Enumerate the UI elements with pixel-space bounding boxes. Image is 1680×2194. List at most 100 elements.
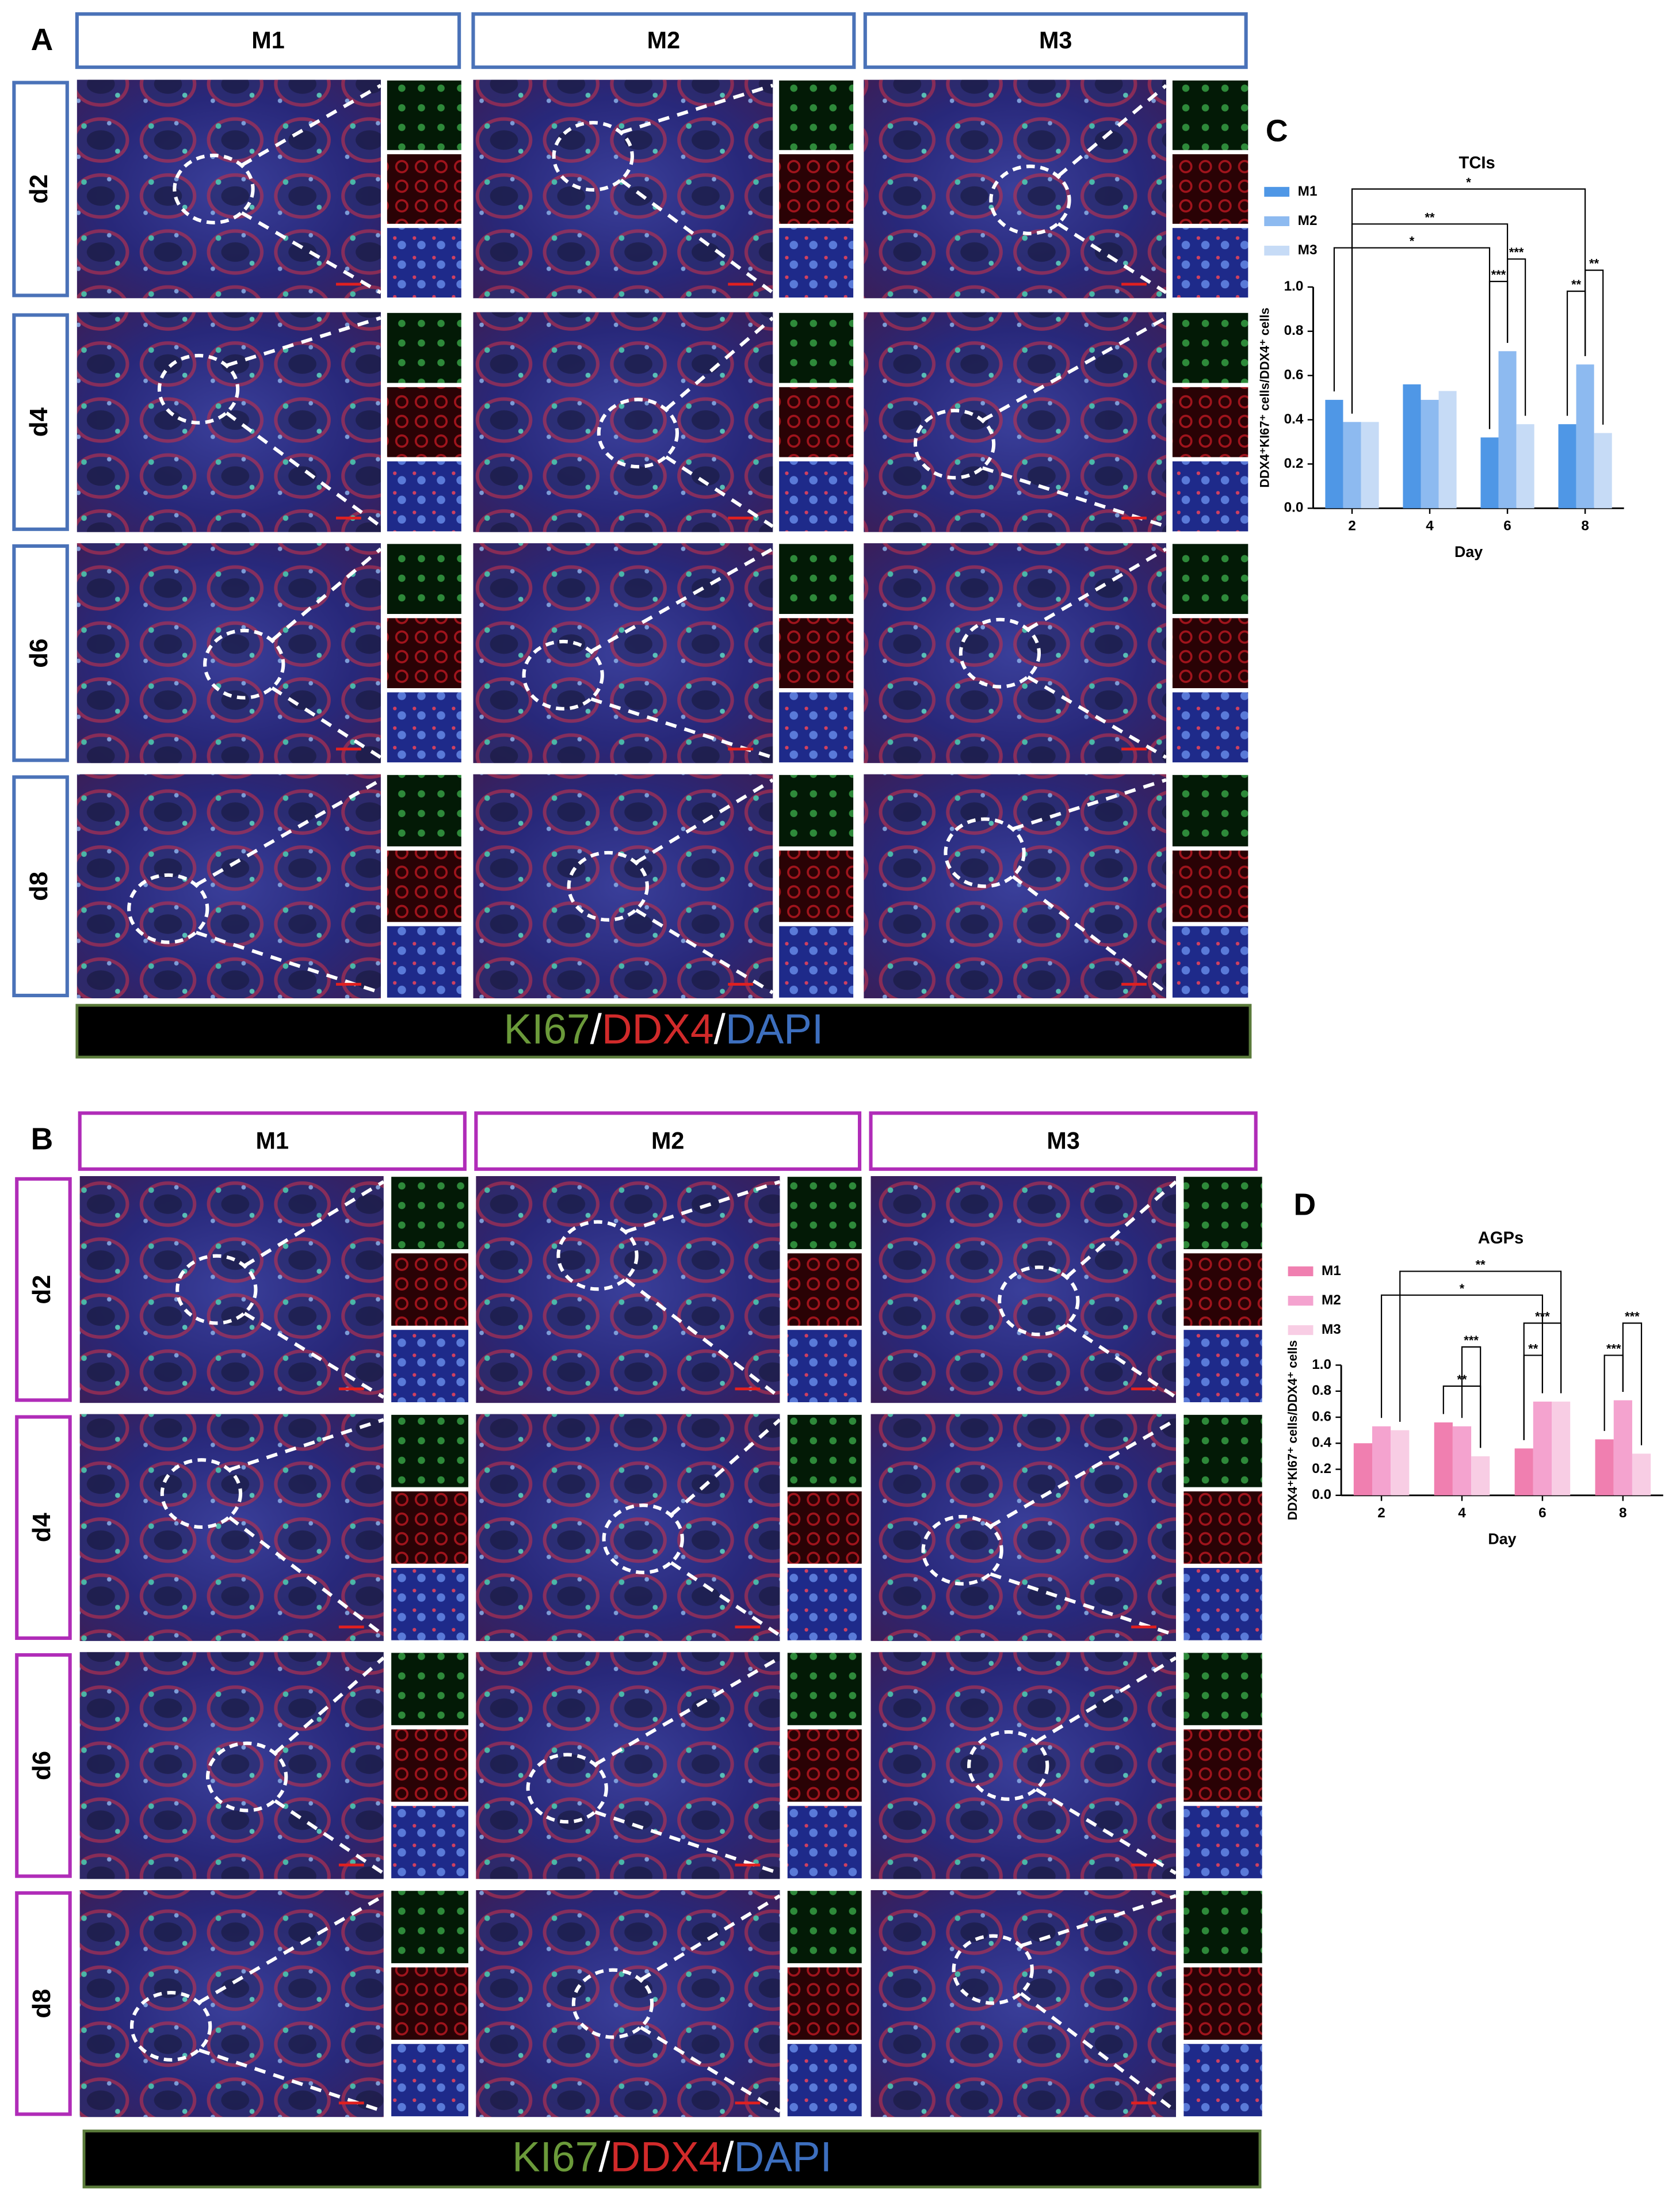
inset-channel bbox=[786, 1413, 864, 1489]
inset-channel bbox=[385, 226, 463, 299]
row-label-box bbox=[15, 1891, 72, 2116]
zoom-line bbox=[225, 411, 382, 528]
zoom-line bbox=[624, 1277, 781, 1399]
zoom-line bbox=[665, 455, 774, 528]
zoom-line bbox=[989, 1418, 1177, 1528]
row-label: d8 bbox=[28, 1989, 56, 2019]
row-label: d6 bbox=[28, 1751, 56, 1780]
inset-channel bbox=[1171, 925, 1250, 999]
significance-label: *** bbox=[1509, 245, 1524, 260]
significance-label: *** bbox=[1464, 1333, 1479, 1348]
micrograph-texture bbox=[77, 543, 381, 764]
inset-channel bbox=[390, 1889, 470, 1965]
micrograph-texture bbox=[864, 312, 1166, 532]
legend-swatch bbox=[1264, 186, 1290, 197]
inset-channel bbox=[385, 311, 463, 384]
inset-channel bbox=[786, 2042, 864, 2118]
legend-swatch bbox=[1264, 246, 1290, 256]
zoom-circle bbox=[173, 154, 255, 224]
column-header-box bbox=[75, 12, 461, 69]
micrograph-texture bbox=[870, 1176, 1176, 1403]
inset-channel bbox=[777, 925, 855, 999]
micrograph-texture bbox=[870, 1652, 1176, 1879]
inset-channel bbox=[385, 542, 463, 616]
significance-bracket bbox=[1380, 1294, 1544, 1418]
stain-legend-part: DDX4 bbox=[610, 2134, 723, 2181]
zoom-circle bbox=[127, 873, 209, 944]
zoom-line bbox=[240, 211, 382, 295]
inset-channel bbox=[390, 2042, 470, 2118]
inset-channel bbox=[1171, 226, 1250, 299]
inset-channel bbox=[1171, 460, 1250, 533]
bar bbox=[1343, 422, 1361, 509]
zoom-circle bbox=[157, 353, 240, 425]
zoom-circle bbox=[944, 817, 1026, 888]
inset-channel bbox=[1182, 1889, 1264, 1965]
stain-legend-part: / bbox=[598, 2134, 610, 2181]
inset-channel bbox=[1182, 1966, 1264, 2042]
zoom-line bbox=[594, 1656, 781, 1766]
bar bbox=[1434, 1422, 1453, 1495]
micrograph-texture bbox=[473, 543, 773, 764]
zoom-line bbox=[195, 778, 382, 887]
y-tick-label: 0.4 bbox=[1284, 411, 1304, 427]
column-header: M3 bbox=[1039, 27, 1072, 54]
inset-channel bbox=[777, 152, 855, 226]
zoom-line bbox=[243, 1311, 385, 1399]
zoom-line bbox=[274, 1799, 385, 1875]
bar bbox=[1558, 424, 1576, 509]
inset-channel bbox=[390, 1490, 470, 1566]
inset-channel bbox=[390, 1728, 470, 1803]
zoom-circle bbox=[967, 1730, 1049, 1801]
zoom-circle bbox=[522, 639, 604, 711]
zoom-line bbox=[590, 547, 774, 653]
inset-channel bbox=[390, 1651, 470, 1727]
stain-legend-part: / bbox=[714, 1006, 726, 1053]
y-tick-label: 0.0 bbox=[1312, 1487, 1331, 1502]
legend-label: M3 bbox=[1298, 242, 1318, 258]
zoom-line bbox=[1012, 778, 1167, 831]
micrograph-texture bbox=[77, 774, 381, 998]
column-header-box bbox=[869, 1111, 1258, 1171]
inset-channel bbox=[1171, 311, 1250, 384]
micrograph-texture bbox=[79, 1652, 384, 1879]
inset-channel bbox=[1171, 849, 1250, 924]
x-tick-label: 8 bbox=[1581, 518, 1589, 533]
zoom-line bbox=[240, 83, 382, 167]
significance-bracket bbox=[1506, 258, 1526, 416]
bar bbox=[1632, 1453, 1651, 1495]
column-header-box bbox=[78, 1111, 467, 1171]
bar bbox=[1391, 1430, 1410, 1495]
stain-legend-bar bbox=[82, 2130, 1262, 2189]
column-header: M2 bbox=[651, 1128, 684, 1154]
zoom-line bbox=[1027, 547, 1167, 631]
inset-channel bbox=[786, 1966, 864, 2042]
inset-channel bbox=[786, 1889, 864, 1965]
inset-channel bbox=[786, 1251, 864, 1327]
bar bbox=[1361, 422, 1379, 509]
zoom-line bbox=[1020, 1991, 1177, 2113]
inset-channel bbox=[777, 690, 855, 764]
x-tick-label: 2 bbox=[1348, 518, 1356, 533]
x-tick-label: 4 bbox=[1458, 1505, 1466, 1521]
y-tick-label: 0.8 bbox=[1312, 1383, 1331, 1398]
zoom-line bbox=[1035, 1788, 1177, 1875]
inset-channel bbox=[786, 1651, 864, 1727]
significance-label: ** bbox=[1476, 1257, 1486, 1272]
inset-channel bbox=[385, 849, 463, 924]
zoom-line bbox=[640, 2025, 781, 2113]
significance-label: *** bbox=[1491, 268, 1506, 282]
legend-swatch bbox=[1288, 1325, 1314, 1336]
zoom-circle bbox=[203, 628, 285, 700]
significance-label: *** bbox=[1606, 1341, 1621, 1356]
inset-channel bbox=[786, 1328, 864, 1404]
zoom-line bbox=[226, 316, 381, 367]
bar bbox=[1403, 384, 1421, 509]
y-tick-label: 0.8 bbox=[1284, 323, 1304, 338]
column-header: M1 bbox=[251, 27, 284, 54]
panel-letter: A bbox=[31, 23, 54, 57]
x-axis-label: Day bbox=[1488, 1531, 1516, 1548]
row-label-box bbox=[12, 544, 69, 762]
inset-channel bbox=[777, 542, 855, 616]
row-label-box bbox=[12, 313, 69, 531]
